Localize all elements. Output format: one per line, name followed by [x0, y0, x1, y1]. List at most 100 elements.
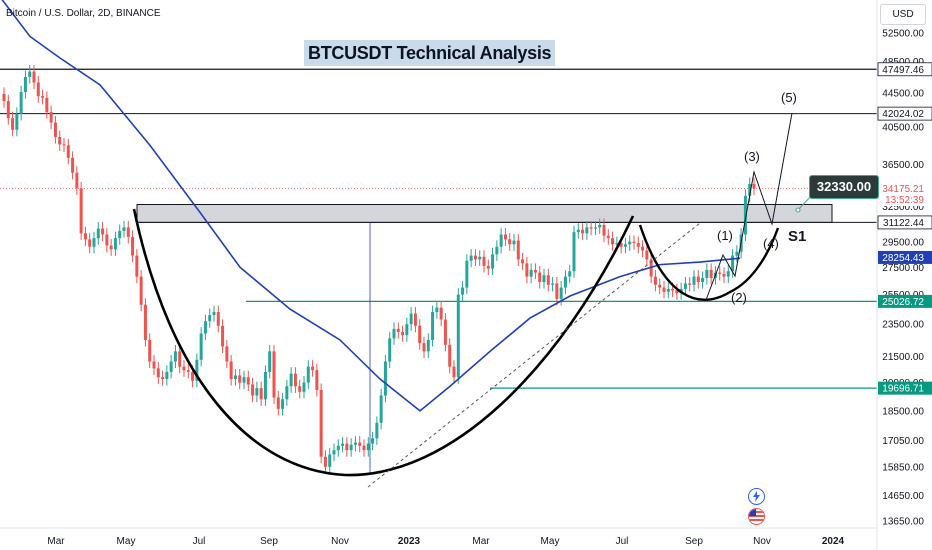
- candle-body: [636, 243, 640, 247]
- candle-body: [555, 283, 559, 299]
- candle-body: [666, 288, 670, 292]
- candle-body: [546, 275, 550, 285]
- resistance-zone: [136, 204, 833, 223]
- candle-body: [45, 97, 49, 113]
- candle-body: [315, 370, 319, 390]
- y-tick-label: 21500.00: [882, 352, 924, 363]
- price-tag-label: 19696.71: [882, 384, 924, 395]
- candle-body: [465, 260, 469, 288]
- x-tick-label: Sep: [685, 536, 703, 547]
- price-tag-label: 47497.46: [882, 65, 924, 76]
- candle-body: [341, 443, 345, 446]
- candle-body: [718, 272, 722, 274]
- candle-body: [615, 243, 619, 245]
- y-tick-label: 52500.00: [882, 29, 924, 40]
- flag-us-icon[interactable]: [748, 508, 765, 525]
- y-tick-label: 23500.00: [882, 320, 924, 331]
- candle-body: [358, 442, 362, 446]
- candle-body: [186, 370, 190, 372]
- candle-body: [422, 343, 426, 352]
- candle-body: [191, 371, 195, 381]
- y-tick-label: 14650.00: [882, 491, 924, 502]
- current-price-box: 32330.00: [809, 175, 879, 199]
- candle-body: [306, 366, 310, 383]
- candle-body: [169, 361, 173, 372]
- candle-body: [32, 71, 36, 83]
- candle-body: [242, 377, 246, 383]
- candle-body: [491, 254, 495, 269]
- candle-body: [79, 188, 83, 234]
- candle-body: [11, 118, 15, 130]
- wave-label-4: (4): [763, 236, 779, 251]
- candle-body: [229, 361, 233, 380]
- candle-body: [431, 312, 435, 340]
- candle-body: [473, 255, 477, 260]
- price-tag: [878, 182, 932, 207]
- candle-body: [75, 172, 79, 189]
- candle-body: [53, 122, 57, 137]
- cup-curve-small: [638, 224, 780, 301]
- candle-body: [366, 443, 370, 451]
- candle-body: [49, 112, 53, 123]
- candle-body: [332, 450, 336, 455]
- price-tag: [878, 294, 932, 308]
- candle-body: [272, 351, 276, 398]
- candle-body: [585, 227, 589, 234]
- candle-body: [246, 377, 250, 385]
- candle-body: [328, 454, 332, 467]
- price-axis-bg: [877, 0, 932, 550]
- wave-label-3: (3): [744, 149, 760, 164]
- candle-body: [263, 371, 267, 400]
- candle-body: [602, 225, 606, 236]
- candle-body: [443, 319, 447, 345]
- candle-body: [461, 287, 465, 295]
- candle-body: [568, 271, 572, 277]
- x-tick-label: 2023: [398, 536, 421, 547]
- candle-body: [469, 255, 473, 261]
- candle-body: [23, 76, 27, 93]
- candle-body: [293, 373, 297, 387]
- candle-body: [2, 93, 6, 102]
- candle-body: [233, 375, 237, 380]
- candle-body: [563, 276, 567, 288]
- price-tag: [878, 381, 932, 395]
- candle-body: [92, 238, 96, 247]
- candle-body: [383, 361, 387, 396]
- candle-body: [156, 368, 160, 378]
- candle-body: [619, 243, 623, 247]
- candle-body: [486, 265, 490, 269]
- candle-body: [208, 315, 212, 322]
- currency-selector[interactable]: USD: [880, 4, 926, 25]
- candle-body: [298, 386, 302, 392]
- candle-body: [182, 366, 186, 371]
- candle-body: [88, 239, 92, 247]
- candle-body: [576, 229, 580, 233]
- candle-body: [401, 331, 405, 336]
- candle-body: [28, 71, 32, 77]
- candle-body: [726, 271, 730, 277]
- price-tag-label: 31122.44: [883, 218, 924, 229]
- price-tag: [877, 62, 932, 77]
- candle-body: [675, 290, 679, 294]
- candle-body: [559, 287, 563, 299]
- candle-body: [148, 339, 152, 362]
- y-tick-label: 27500.00: [882, 263, 924, 274]
- moving-average-line: [1, 0, 741, 412]
- candle-body: [748, 184, 752, 196]
- candle-body: [66, 145, 70, 158]
- candle-body: [396, 328, 400, 332]
- candle-body: [409, 313, 413, 325]
- candle-body: [122, 227, 126, 231]
- candle-body: [435, 307, 439, 313]
- lightning-icon[interactable]: [748, 488, 765, 505]
- candle-body: [58, 136, 62, 145]
- support-label-s1: S1: [788, 228, 807, 245]
- x-tick-label: Mar: [47, 536, 65, 547]
- candle-body: [705, 269, 709, 278]
- candle-body: [113, 238, 117, 250]
- candle-body: [598, 225, 602, 228]
- candle-body: [722, 273, 726, 277]
- candle-body: [319, 389, 323, 457]
- x-tick-label: Nov: [331, 536, 349, 547]
